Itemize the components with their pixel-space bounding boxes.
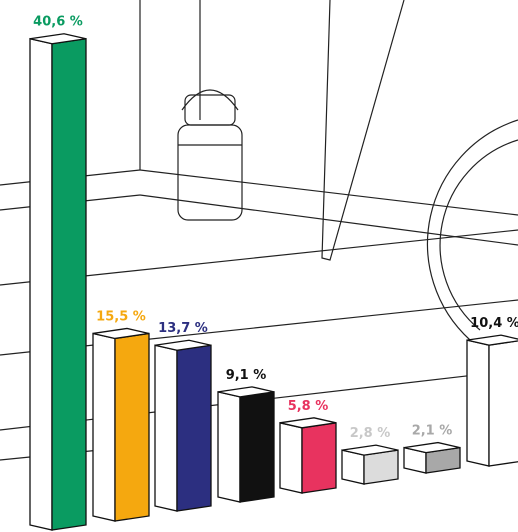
value-label: 10,4 % <box>470 316 518 331</box>
value-label: 9,1 % <box>226 368 267 383</box>
bars: 40,6 % 15,5 % 13,7 % 9,1 % 5,8 % 2,8 % 2,1 % 10… <box>29 15 518 531</box>
value-label: 40,6 % <box>33 15 83 30</box>
bar <box>403 441 461 474</box>
bar-top <box>341 444 399 456</box>
bar-side <box>341 449 365 485</box>
bar <box>29 33 87 531</box>
milk-can <box>177 89 243 221</box>
bar <box>279 417 337 494</box>
value-label: 13,7 % <box>158 321 208 336</box>
bar-front <box>488 340 518 467</box>
bar-front <box>363 449 399 485</box>
bar-top <box>154 339 212 351</box>
bar-top <box>29 33 87 45</box>
bar <box>217 386 275 503</box>
bar-side <box>92 332 116 522</box>
value-label: 5,8 % <box>288 399 329 414</box>
bar-side <box>217 391 241 503</box>
value-label: 2,8 % <box>350 426 391 441</box>
bar-top <box>217 386 275 398</box>
bar-side <box>279 422 303 494</box>
bar-front <box>176 344 212 512</box>
bar-front <box>51 37 87 531</box>
value-label: 15,5 % <box>96 309 146 324</box>
bar <box>154 339 212 512</box>
bar-side <box>29 37 53 531</box>
bar <box>341 444 399 485</box>
bar-front <box>301 422 337 494</box>
bar <box>466 334 518 467</box>
bar <box>92 327 150 522</box>
bar-side <box>154 344 178 512</box>
bar-side <box>466 339 490 467</box>
bar-top <box>92 327 150 340</box>
bar-front <box>114 332 150 522</box>
bar-top <box>403 441 461 454</box>
bar-top <box>279 417 337 429</box>
value-label: 2,1 % <box>412 424 453 439</box>
bar-top <box>466 334 518 346</box>
bar-front <box>239 391 275 503</box>
